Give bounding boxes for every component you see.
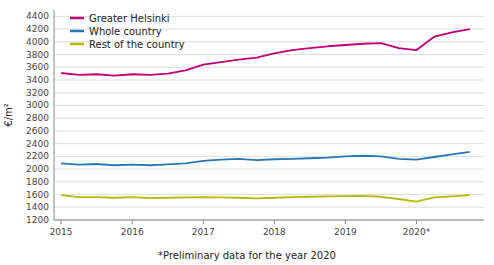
grid-line [54, 169, 484, 170]
y-tick-label: 4200 [26, 24, 49, 34]
legend-swatch [70, 17, 84, 20]
grid-line [54, 194, 484, 195]
y-tick-label: 1800 [26, 177, 49, 187]
grid-line [54, 156, 484, 157]
grid-line [54, 67, 484, 68]
y-tick-label: 3800 [26, 50, 49, 60]
y-tick-label: 4400 [26, 11, 49, 21]
y-grid [54, 16, 484, 220]
legend-label: Whole country [89, 26, 162, 37]
grid-line [54, 143, 484, 144]
series-line [61, 195, 470, 201]
x-tick-label: 2020* [403, 227, 431, 237]
x-tick-label: 2017 [192, 227, 215, 237]
x-tick [416, 220, 417, 224]
x-tick-label: 2019 [334, 227, 357, 237]
y-axis-label: €/m² [3, 103, 14, 126]
x-tick-label: 2018 [263, 227, 286, 237]
grid-line [54, 207, 484, 208]
y-tick-label: 3600 [26, 62, 49, 72]
grid-line [54, 80, 484, 81]
y-tick-label: 1400 [26, 202, 49, 212]
x-axis-line [54, 220, 484, 221]
legend: Greater Helsinki Whole country Rest of the… [70, 13, 185, 50]
x-tick [274, 220, 275, 224]
y-tick-label: 1600 [26, 190, 49, 200]
grid-line [54, 105, 484, 106]
legend-label: Greater Helsinki [89, 13, 170, 24]
x-tick-label: 2015 [50, 227, 73, 237]
x-tick [345, 220, 346, 224]
legend-swatch [70, 30, 84, 33]
x-tick [132, 220, 133, 224]
y-tick-label: 1200 [26, 215, 49, 225]
y-tick-label: 2000 [26, 164, 49, 174]
legend-label: Rest of the country [89, 39, 185, 50]
grid-line [54, 220, 484, 221]
lines [61, 29, 470, 201]
footnote: *Preliminary data for the year 2020 [158, 250, 336, 261]
x-tick [203, 220, 204, 224]
y-tick-label: 2800 [26, 113, 49, 123]
y-tick-label: 3200 [26, 88, 49, 98]
grid-line [54, 130, 484, 131]
y-tick-label: 3000 [26, 100, 49, 110]
grid-line [54, 181, 484, 182]
series-line [61, 152, 470, 165]
x-tick [61, 220, 62, 224]
y-tick-label: 2400 [26, 139, 49, 149]
chart: 1200 1400 1600 1800 2000 2200 2400 2600 2800 3000… [0, 0, 494, 265]
y-tick-label: 3400 [26, 75, 49, 85]
y-tick-label: 2200 [26, 151, 49, 161]
y-tick-label: 2600 [26, 126, 49, 136]
legend-swatch [70, 43, 84, 46]
grid-line [54, 92, 484, 93]
y-tick-label: 4000 [26, 37, 49, 47]
y-axis-line [54, 10, 55, 220]
x-tick-label: 2016 [121, 227, 144, 237]
grid-line [54, 118, 484, 119]
